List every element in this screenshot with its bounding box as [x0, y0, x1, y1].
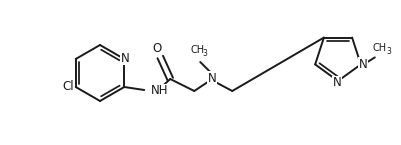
Text: CH: CH — [373, 43, 387, 53]
Text: 3: 3 — [387, 47, 391, 56]
Text: 3: 3 — [203, 48, 208, 58]
Text: NH: NH — [151, 85, 169, 97]
Text: N: N — [208, 71, 217, 85]
Text: N: N — [121, 51, 130, 65]
Text: N: N — [332, 77, 341, 89]
Text: CH: CH — [190, 45, 205, 55]
Text: O: O — [153, 41, 162, 55]
Text: Cl: Cl — [62, 80, 73, 94]
Text: N: N — [358, 58, 367, 71]
